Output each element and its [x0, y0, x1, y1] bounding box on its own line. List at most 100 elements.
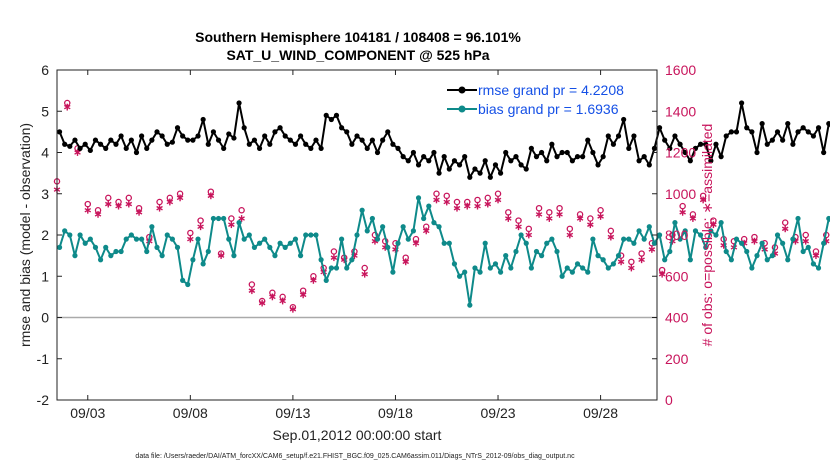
rmse-series-point — [405, 158, 411, 164]
rmse-series-point — [410, 149, 417, 156]
bias-series-point — [87, 236, 93, 242]
y-axis-right-label: # of obs: o=possible; ∗=assimilated — [699, 124, 715, 347]
rmse-series-point — [764, 141, 770, 147]
bias-series-point — [754, 253, 760, 259]
bias-series-point — [826, 215, 830, 222]
x-tick-label: 09/28 — [583, 405, 618, 421]
rmse-series-point — [682, 149, 688, 156]
assimilated-obs-point — [248, 287, 256, 295]
rmse-series-point — [56, 129, 63, 135]
rmse-series-point — [477, 170, 483, 176]
bias-series-point — [467, 302, 473, 308]
rmse-series-point — [231, 135, 237, 141]
y-right-tick-label: 600 — [665, 268, 689, 284]
x-tick-label: 09/08 — [173, 405, 208, 421]
bias-series-point — [221, 215, 227, 222]
rmse-series-point — [744, 125, 750, 131]
bias-series-point — [113, 248, 119, 255]
assimilated-obs-point — [433, 196, 440, 204]
assimilated-obs-point — [802, 237, 810, 245]
bias-series-point — [744, 248, 750, 255]
rmse-series-point — [790, 141, 796, 147]
assimilated-obs-point — [607, 233, 615, 241]
assimilated-obs-point — [310, 276, 317, 284]
rmse-series-point — [677, 141, 683, 147]
bias-series-point — [790, 236, 796, 242]
rmse-series-point — [267, 141, 273, 147]
assimilated-obs-point — [751, 237, 758, 245]
rmse-series-point — [251, 137, 258, 143]
bias-series-point — [159, 253, 165, 259]
assimilated-obs-point — [166, 198, 174, 206]
bias-series-point — [559, 273, 565, 279]
possible-obs-point — [125, 194, 133, 202]
rmse-series-point — [785, 121, 791, 127]
rmse-series-point — [236, 100, 242, 106]
rmse-series-point — [364, 145, 370, 151]
assimilated-obs-point — [689, 215, 697, 222]
bias-series-point — [549, 236, 555, 242]
bias-series-point — [297, 253, 304, 259]
bias-series-point — [662, 257, 668, 263]
bias-series-point — [728, 257, 734, 263]
bias-series-point — [415, 195, 422, 201]
rmse-series-point — [149, 137, 155, 143]
bias-series-point — [380, 224, 386, 230]
rmse-series-point — [385, 129, 391, 135]
rmse-series-point — [554, 154, 560, 160]
rmse-series-point — [92, 137, 99, 143]
bias-series-point — [246, 232, 252, 238]
assimilated-obs-point — [504, 215, 512, 222]
bias-series-point — [292, 236, 299, 242]
bias-series-point — [641, 236, 647, 242]
rmse-series-point — [810, 133, 817, 139]
bias-series-point — [210, 215, 217, 222]
rmse-series-point — [72, 137, 78, 143]
rmse-series-point — [626, 145, 632, 151]
rmse-series-point — [323, 112, 329, 118]
bias-series-point — [677, 236, 683, 242]
assimilated-obs-point — [104, 200, 112, 208]
bias-series-point — [282, 244, 288, 250]
bias-series-point — [615, 253, 622, 259]
y-left-tick-label: 2 — [41, 227, 49, 243]
bias-series-point — [805, 244, 811, 250]
rmse-series-point — [210, 129, 217, 135]
bias-series-point — [390, 269, 396, 275]
rmse-series-point — [667, 145, 673, 151]
assimilated-obs-point — [566, 231, 574, 239]
possible-obs-point — [638, 250, 645, 257]
bias-series-point — [56, 244, 63, 250]
rmse-series-point — [185, 137, 191, 143]
rmse-series-point — [595, 162, 601, 168]
rmse-series-point — [774, 129, 781, 135]
bias-series-point — [687, 257, 693, 263]
chart-subtitle: SAT_U_WIND_COMPONENT @ 525 hPa — [226, 47, 489, 63]
bias-series-point — [595, 253, 601, 259]
rmse-series-point — [713, 141, 719, 147]
rmse-series-point — [374, 149, 381, 156]
possible-obs-point — [248, 281, 256, 288]
bias-series-point — [272, 253, 278, 259]
rmse-series-point — [441, 154, 447, 160]
bias-series-point — [308, 232, 314, 238]
y-left-tick-label: 3 — [41, 186, 49, 202]
rmse-series-point — [749, 129, 755, 135]
assimilated-obs-point — [484, 200, 492, 208]
assimilated-obs-point — [135, 208, 143, 216]
assimilated-obs-point — [299, 291, 307, 299]
rmse-series-point — [395, 145, 401, 151]
rmse-series-point — [318, 145, 324, 151]
possible-obs-point — [556, 204, 563, 212]
bias-series-point — [482, 240, 488, 246]
bias-series-point — [169, 236, 175, 242]
assimilated-obs-point — [597, 213, 604, 220]
y-right-tick-label: 1200 — [665, 145, 696, 161]
bias-series-point — [369, 215, 375, 222]
x-axis-label: Sep.01,2012 00:00:00 start — [273, 427, 442, 443]
bias-series-point — [277, 240, 283, 246]
bias-series-point — [349, 257, 355, 263]
bias-series-point — [405, 236, 411, 242]
assimilated-obs-point — [187, 235, 194, 243]
bias-series-point — [718, 220, 724, 226]
